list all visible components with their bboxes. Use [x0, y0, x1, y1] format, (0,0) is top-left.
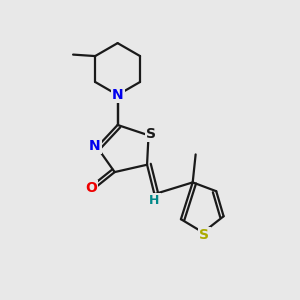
Text: H: H: [149, 194, 160, 207]
Text: O: O: [85, 181, 97, 195]
Text: S: S: [200, 228, 209, 242]
Text: N: N: [89, 139, 100, 153]
Text: S: S: [146, 127, 156, 141]
Text: N: N: [112, 88, 123, 102]
